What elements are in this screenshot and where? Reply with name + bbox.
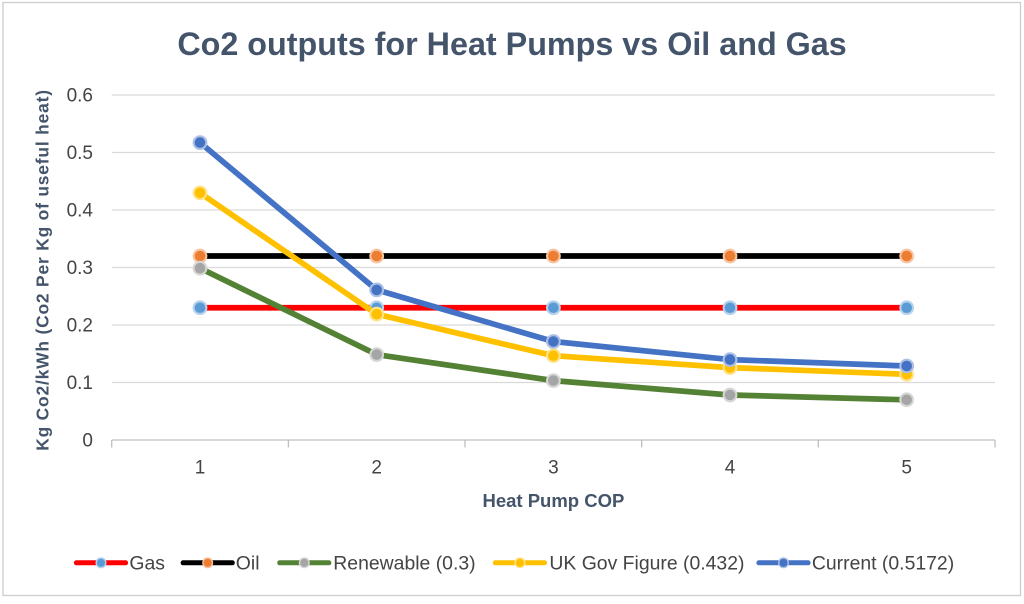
svg-text:0.5: 0.5 [67, 143, 93, 164]
svg-text:UK Gov Figure (0.432): UK Gov Figure (0.432) [549, 552, 744, 574]
svg-text:0.4: 0.4 [67, 201, 94, 222]
svg-text:Co2 outputs for Heat Pumps vs: Co2 outputs for Heat Pumps vs Oil and Ga… [177, 26, 846, 62]
svg-text:4: 4 [725, 458, 736, 479]
svg-text:0.6: 0.6 [67, 86, 93, 107]
svg-text:Current (0.5172): Current (0.5172) [812, 552, 954, 574]
svg-text:Kg Co2/kWh (Co2 Per Kg of usef: Kg Co2/kWh (Co2 Per Kg of useful heat) [33, 89, 53, 451]
svg-text:Oil: Oil [236, 552, 260, 574]
svg-text:5: 5 [901, 458, 912, 479]
svg-text:3: 3 [548, 458, 559, 479]
svg-text:Gas: Gas [129, 552, 165, 574]
svg-text:0.1: 0.1 [67, 373, 93, 394]
svg-text:Heat Pump COP: Heat Pump COP [482, 490, 624, 511]
svg-text:0.2: 0.2 [67, 316, 93, 337]
svg-text:1: 1 [195, 458, 206, 479]
svg-text:0.3: 0.3 [67, 258, 93, 279]
svg-text:2: 2 [371, 458, 382, 479]
svg-text:0: 0 [82, 431, 93, 452]
svg-text:Renewable (0.3): Renewable (0.3) [333, 552, 475, 574]
